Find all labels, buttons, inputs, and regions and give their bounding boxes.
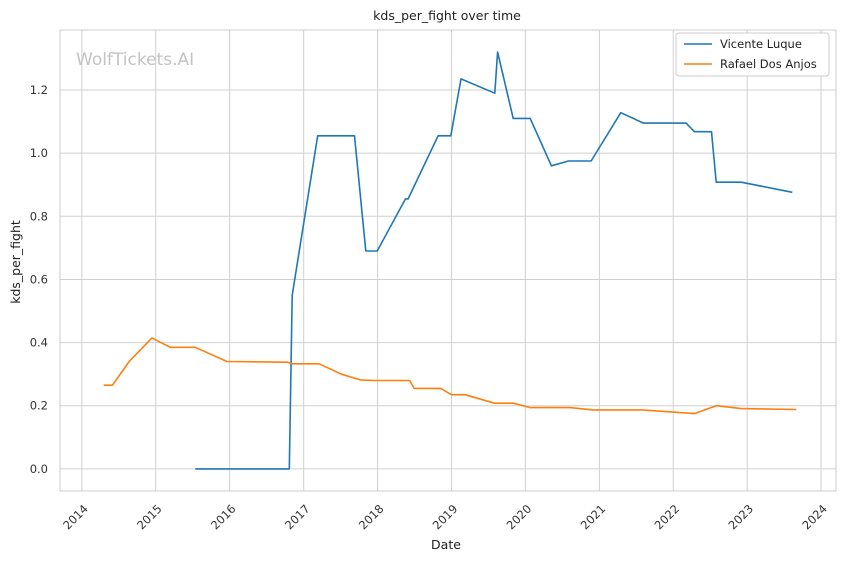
series-line-vicente-luque bbox=[195, 51, 793, 470]
legend-label-vicente-luque: Vicente Luque bbox=[720, 37, 802, 51]
legend-label-rafael-dos-anjos: Rafael Dos Anjos bbox=[720, 57, 817, 71]
y-axis-label: kds_per_fight bbox=[8, 220, 23, 304]
y-tick-label: 1.2 bbox=[30, 83, 48, 97]
x-tick-label: 2021 bbox=[578, 502, 609, 533]
y-tick-label: 1.0 bbox=[30, 146, 48, 160]
x-tick-label: 2015 bbox=[134, 502, 165, 533]
series-layer bbox=[103, 51, 797, 470]
legend-box bbox=[675, 32, 830, 77]
y-tick-label: 0.6 bbox=[30, 272, 48, 286]
x-axis-label: Date bbox=[431, 537, 461, 552]
x-tick-label: 2022 bbox=[652, 502, 683, 533]
x-tick-label: 2018 bbox=[356, 502, 387, 533]
chart-title: kds_per_fight over time bbox=[373, 8, 521, 23]
plot-frame bbox=[59, 29, 837, 492]
x-tick-layer: 2014 2015 2016 2017 2018 2019 2020 2021 2022 2023… bbox=[60, 502, 830, 533]
x-tick-label: 2017 bbox=[282, 502, 313, 533]
y-tick-label: 0.8 bbox=[30, 209, 48, 223]
y-tick-label: 0.4 bbox=[30, 336, 48, 350]
y-tick-layer: 0.0 0.2 0.4 0.6 0.8 1.0 1.2 bbox=[30, 83, 48, 476]
x-tick-label: 2020 bbox=[504, 502, 535, 533]
legend: Vicente Luque Rafael Dos Anjos bbox=[675, 32, 830, 77]
y-tick-label: 0.0 bbox=[30, 462, 48, 476]
grid-layer bbox=[60, 30, 836, 491]
watermark-text: WolfTickets.AI bbox=[76, 50, 194, 70]
x-tick-label: 2023 bbox=[725, 502, 756, 533]
x-tick-label: 2016 bbox=[208, 502, 239, 533]
series-line-rafael-dos-anjos bbox=[103, 337, 797, 415]
x-tick-label: 2024 bbox=[799, 502, 830, 533]
y-tick-label: 0.2 bbox=[30, 399, 48, 413]
x-tick-label: 2019 bbox=[430, 502, 461, 533]
x-tick-label: 2014 bbox=[60, 502, 91, 533]
